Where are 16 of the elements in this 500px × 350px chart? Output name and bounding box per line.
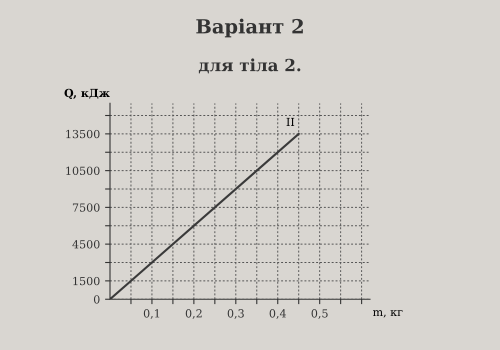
y-axis-title: Q, кДж bbox=[64, 88, 110, 100]
y-tick-label: 13500 bbox=[66, 130, 100, 138]
y-tick-label: 0 bbox=[94, 295, 100, 304]
annotation: II bbox=[286, 118, 294, 126]
x-axis-title: m, кг bbox=[373, 310, 402, 318]
y-tick-label: 7500 bbox=[72, 203, 100, 212]
chart-title: Варіант 2 bbox=[196, 18, 303, 38]
x-tick-label: 0,1 bbox=[144, 309, 160, 319]
x-tick-label: 0,2 bbox=[186, 309, 202, 319]
x-tick-label: 0,5 bbox=[312, 309, 328, 319]
y-tick-label: 10500 bbox=[66, 166, 100, 176]
y-tick-label: 1500 bbox=[73, 276, 100, 286]
x-tick-label: 0,3 bbox=[228, 309, 244, 319]
y-tick-label: 4500 bbox=[72, 240, 100, 249]
chart-subtitle: для тіла 2. bbox=[198, 58, 300, 74]
x-tick-label: 0,4 bbox=[270, 309, 286, 319]
